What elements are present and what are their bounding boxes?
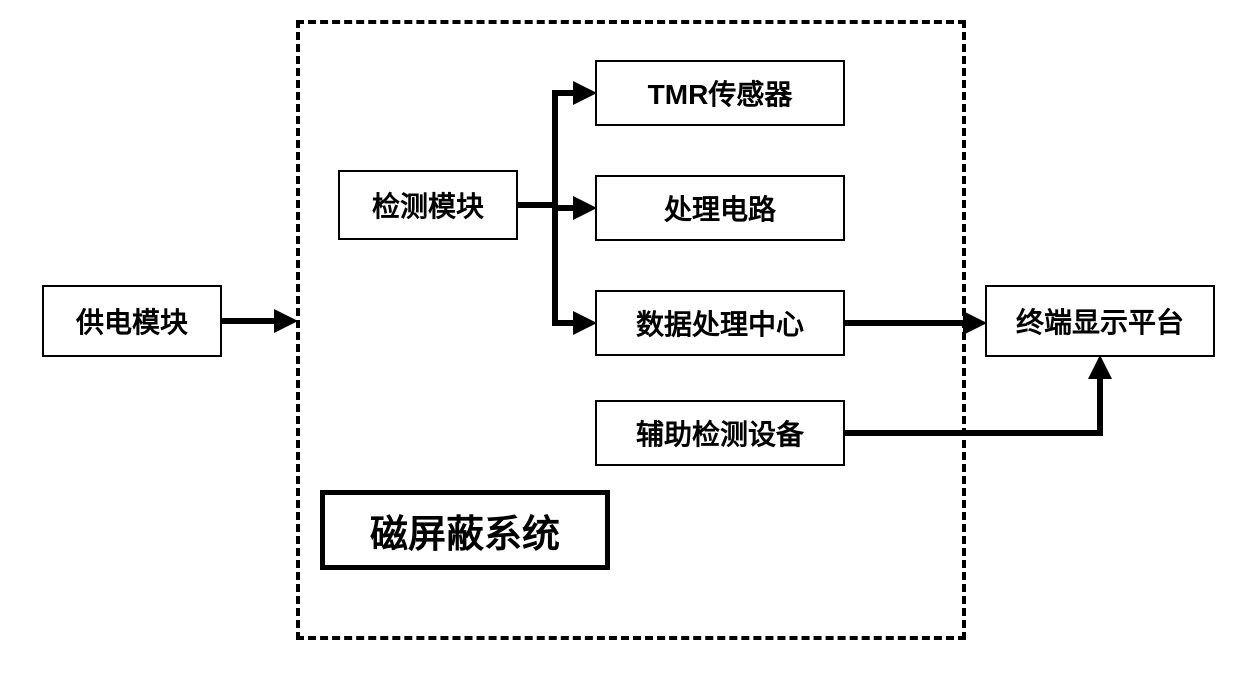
detection-module-label: 检测模块 bbox=[372, 185, 484, 225]
tmr-sensor-label: TMR传感器 bbox=[648, 73, 793, 113]
power-module-label: 供电模块 bbox=[76, 301, 188, 341]
magnetic-shield-label-box: 磁屏蔽系统 bbox=[320, 490, 610, 570]
detection-module-box: 检测模块 bbox=[338, 170, 518, 240]
diagram-canvas: 供电模块 检测模块 TMR传感器 处理电路 数据处理中心 辅助检测设备 终端显示… bbox=[0, 0, 1240, 681]
processing-circuit-label: 处理电路 bbox=[664, 188, 776, 228]
data-center-box: 数据处理中心 bbox=[595, 290, 845, 356]
magnetic-shield-label: 磁屏蔽系统 bbox=[370, 503, 560, 558]
power-module-box: 供电模块 bbox=[42, 285, 222, 357]
processing-circuit-box: 处理电路 bbox=[595, 175, 845, 241]
terminal-display-box: 终端显示平台 bbox=[985, 285, 1215, 357]
aux-detection-box: 辅助检测设备 bbox=[595, 400, 845, 466]
tmr-sensor-box: TMR传感器 bbox=[595, 60, 845, 126]
terminal-display-label: 终端显示平台 bbox=[1016, 301, 1184, 341]
data-center-label: 数据处理中心 bbox=[636, 303, 804, 343]
aux-detection-label: 辅助检测设备 bbox=[636, 413, 804, 453]
